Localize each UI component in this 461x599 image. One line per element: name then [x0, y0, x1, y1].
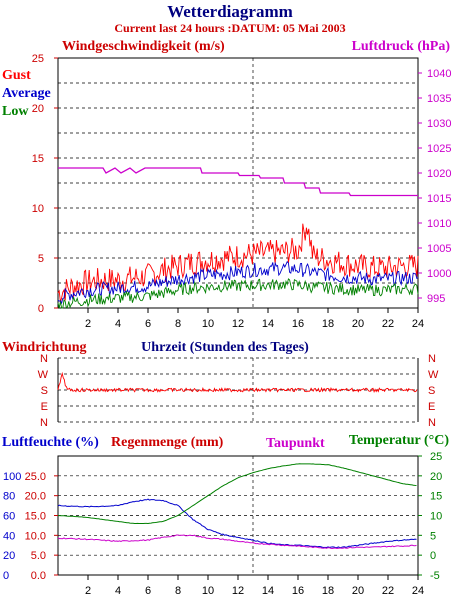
- hour-tick: 18: [322, 585, 334, 597]
- humidity-panel-series: [57, 463, 417, 550]
- rain-tick: 25.0: [25, 471, 46, 483]
- pressure-axis-label: Luftdruck (hPa): [352, 39, 451, 54]
- pressure-tick: 1020: [427, 168, 451, 180]
- series-luftdruck: [58, 167, 418, 197]
- wind-panel-series: [57, 167, 419, 310]
- series-luftfeuchte: [57, 498, 417, 549]
- humidity-tick: 60: [3, 511, 15, 523]
- humidity-tick: 40: [3, 530, 15, 542]
- series-low: [57, 278, 419, 310]
- humidity-panel-ticks: 0.0 5.0 10.0 15.0 20.0 25.0 0 20 40 60 80 100 -5 0 5 10…: [3, 451, 442, 597]
- series-windrichtung: [57, 371, 418, 393]
- hour-tick: 24: [412, 585, 424, 597]
- temperature-axis-label: Temperatur (°C): [349, 433, 449, 448]
- wind-speed-tick: 0: [38, 303, 44, 315]
- direction-tick-right: N: [428, 353, 436, 365]
- direction-tick-left: S: [41, 385, 48, 397]
- series-temperatur: [58, 463, 417, 525]
- humidity-axis-label: Luftfeuchte (%): [2, 435, 99, 450]
- hour-tick: 20: [352, 585, 364, 597]
- hour-tick: 22: [382, 585, 394, 597]
- hour-tick: 10: [202, 585, 214, 597]
- pressure-tick: 1025: [427, 143, 451, 155]
- dewpoint-label: Taupunkt: [266, 436, 325, 451]
- legend-low: Low: [2, 104, 29, 119]
- temperature-tick: 20: [430, 471, 442, 483]
- pressure-tick: 1010: [427, 218, 451, 230]
- hour-tick: 16: [292, 585, 304, 597]
- direction-tick-left: N: [40, 353, 48, 365]
- pressure-tick: 1000: [427, 268, 451, 280]
- direction-panel-series: [57, 371, 418, 393]
- legend-average: Average: [2, 86, 51, 101]
- time-axis-label: Uhrzeit (Stunden des Tages): [141, 340, 309, 355]
- chart-subtitle: Current last 24 hours :DATUM: 05 Mai 200…: [114, 21, 345, 35]
- wind-panel-grid: [57, 57, 419, 309]
- temperature-tick: 25: [430, 451, 442, 463]
- series-average: [57, 260, 419, 305]
- hour-tick: 12: [232, 585, 244, 597]
- hour-tick: 24: [412, 318, 424, 330]
- pressure-tick: 1035: [427, 93, 451, 105]
- humidity-tick: 100: [3, 471, 21, 483]
- hour-tick: 6: [145, 318, 151, 330]
- wind-speed-tick: 15: [32, 153, 44, 165]
- hour-tick: 12: [232, 318, 244, 330]
- wind-panel-ticks: 0510152025995100010051010101510201025103…: [32, 53, 452, 330]
- pressure-tick: 1005: [427, 243, 451, 255]
- direction-panel-ticks: N NW WS SE EN N: [38, 353, 439, 429]
- temperature-tick: 5: [430, 530, 436, 542]
- pressure-tick: 995: [427, 293, 445, 305]
- rain-tick: 5.0: [31, 550, 46, 562]
- hour-tick: 4: [115, 318, 121, 330]
- rain-tick: 15.0: [25, 511, 46, 523]
- direction-tick-right: W: [428, 369, 439, 381]
- wind-speed-axis-label: Windgeschwindigkeit (m/s): [62, 39, 225, 54]
- humidity-tick: 0: [3, 570, 9, 582]
- pressure-tick: 1040: [427, 68, 451, 80]
- rain-tick: 10.0: [25, 530, 46, 542]
- hour-tick: 10: [202, 318, 214, 330]
- rain-axis-label: Regenmenge (mm): [111, 435, 224, 450]
- hour-tick: 20: [352, 318, 364, 330]
- hour-tick: 2: [85, 318, 91, 330]
- hour-tick: 16: [292, 318, 304, 330]
- wind-speed-tick: 20: [32, 103, 44, 115]
- direction-tick-right: S: [428, 385, 435, 397]
- hour-tick: 14: [262, 318, 274, 330]
- chart-title: Wetterdiagramm: [167, 2, 293, 21]
- rain-tick: 0.0: [31, 570, 46, 582]
- legend-gust: Gust: [2, 68, 31, 83]
- direction-tick-right: E: [428, 401, 435, 413]
- temperature-tick: -5: [430, 570, 440, 582]
- pressure-tick: 1030: [427, 118, 451, 130]
- humidity-tick: 20: [3, 550, 15, 562]
- direction-tick-left: W: [38, 369, 49, 381]
- hour-tick: 8: [175, 585, 181, 597]
- hour-tick: 18: [322, 318, 334, 330]
- hour-tick: 14: [262, 585, 274, 597]
- hour-tick: 8: [175, 318, 181, 330]
- hour-tick: 6: [145, 585, 151, 597]
- direction-tick-left: N: [40, 417, 48, 429]
- humidity-tick: 80: [3, 491, 15, 503]
- series-gust: [57, 223, 419, 303]
- rain-tick: 20.0: [25, 491, 46, 503]
- temperature-tick: 0: [430, 550, 436, 562]
- temperature-tick: 15: [430, 491, 442, 503]
- hour-tick: 2: [85, 585, 91, 597]
- direction-tick-left: E: [41, 401, 48, 413]
- wind-direction-label: Windrichtung: [2, 340, 87, 355]
- direction-tick-right: N: [428, 417, 436, 429]
- hour-tick: 22: [382, 318, 394, 330]
- pressure-tick: 1015: [427, 193, 451, 205]
- hour-tick: 4: [115, 585, 121, 597]
- temperature-tick: 10: [430, 511, 442, 523]
- series-taupunkt: [57, 534, 417, 550]
- wind-speed-tick: 25: [32, 53, 44, 65]
- wind-speed-tick: 10: [32, 203, 44, 215]
- wind-speed-tick: 5: [38, 253, 44, 265]
